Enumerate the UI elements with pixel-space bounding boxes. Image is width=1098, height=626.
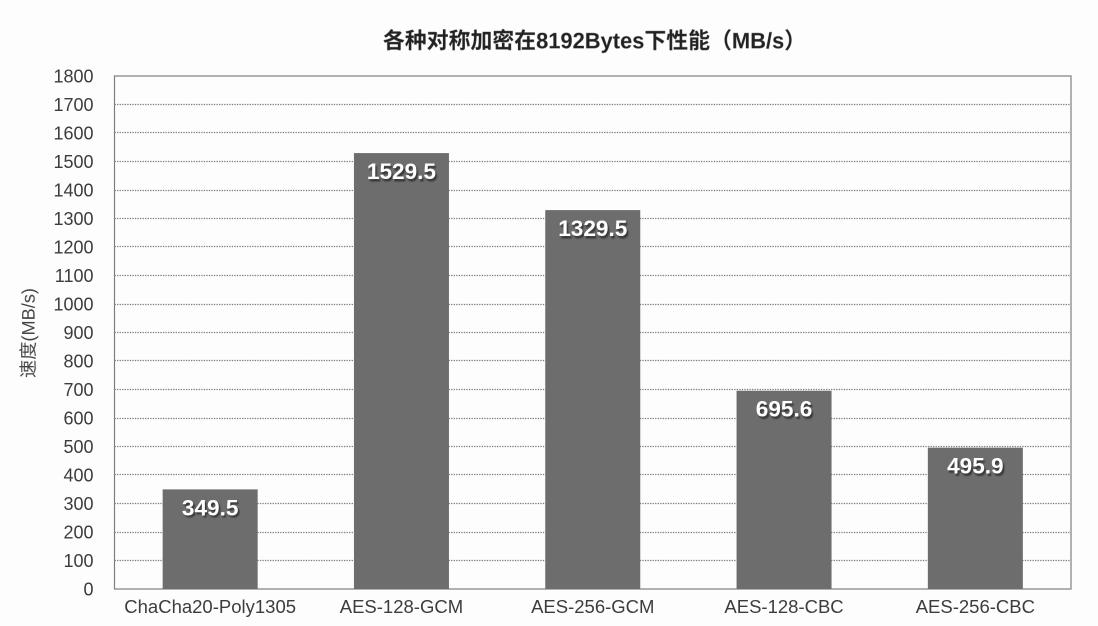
svg-text:1300: 1300 xyxy=(53,209,93,229)
svg-text:500: 500 xyxy=(63,437,93,457)
svg-text:AES-256-GCM: AES-256-GCM xyxy=(531,596,654,617)
svg-text:100: 100 xyxy=(63,551,93,571)
svg-text:AES-128-GCM: AES-128-GCM xyxy=(340,596,463,617)
svg-text:695.6: 695.6 xyxy=(757,399,814,424)
svg-text:1529.5: 1529.5 xyxy=(367,159,436,184)
svg-text:1529.5: 1529.5 xyxy=(368,161,437,186)
svg-text:495.9: 495.9 xyxy=(949,456,1006,481)
svg-text:495.9: 495.9 xyxy=(947,454,1004,479)
svg-text:349.5: 349.5 xyxy=(183,498,240,523)
svg-text:1500: 1500 xyxy=(53,152,93,172)
svg-text:1100: 1100 xyxy=(55,266,94,286)
svg-text:900: 900 xyxy=(63,323,93,343)
svg-text:200: 200 xyxy=(63,522,93,542)
svg-text:1000: 1000 xyxy=(53,294,93,314)
svg-text:AES-128-CBC: AES-128-CBC xyxy=(724,596,843,617)
svg-text:1329.5: 1329.5 xyxy=(560,218,629,243)
svg-text:600: 600 xyxy=(63,408,93,428)
svg-text:1329.5: 1329.5 xyxy=(558,216,627,241)
svg-text:349.5: 349.5 xyxy=(182,495,239,520)
svg-text:800: 800 xyxy=(63,351,93,371)
svg-text:ChaCha20-Poly1305: ChaCha20-Poly1305 xyxy=(124,596,296,617)
svg-text:0: 0 xyxy=(83,579,93,599)
svg-text:700: 700 xyxy=(63,380,93,400)
svg-text:AES-256-CBC: AES-256-CBC xyxy=(916,596,1035,617)
svg-text:300: 300 xyxy=(63,494,93,514)
svg-text:400: 400 xyxy=(63,465,93,485)
svg-text:1800: 1800 xyxy=(53,66,93,86)
svg-text:1700: 1700 xyxy=(53,95,93,115)
svg-text:1400: 1400 xyxy=(53,180,93,200)
svg-text:695.6: 695.6 xyxy=(756,397,813,422)
svg-text:1600: 1600 xyxy=(53,123,93,143)
svg-text:1200: 1200 xyxy=(53,237,93,257)
